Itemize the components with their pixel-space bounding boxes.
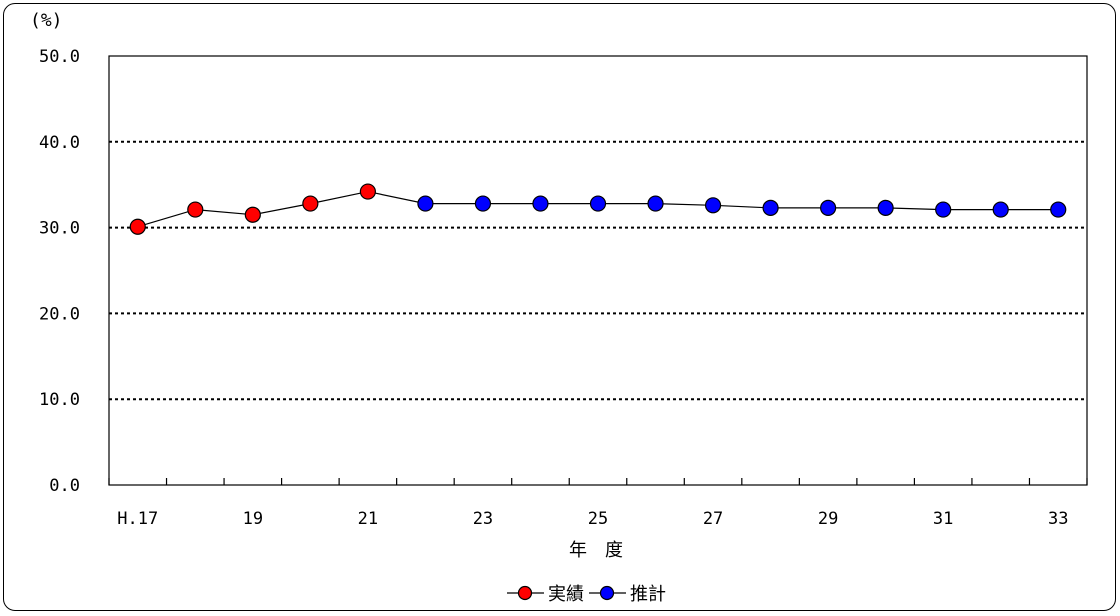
x-tick-labels: H.17 19 21 23 25 27 29 31 33 [117, 509, 1068, 529]
data-point-forecast [935, 201, 952, 218]
x-tick-label: H.17 [117, 509, 158, 529]
y-tick-labels: 0.0 10.0 20.0 30.0 40.0 50.0 [39, 47, 80, 496]
data-point-forecast [762, 199, 779, 216]
y-tick-label: 10.0 [39, 390, 80, 410]
y-tick-label: 50.0 [39, 47, 80, 67]
x-tick-label: 21 [358, 509, 378, 529]
y-tick-label: 0.0 [49, 476, 80, 496]
data-points [129, 183, 1067, 235]
plot-area [108, 55, 1088, 486]
x-tick-label: 29 [818, 509, 838, 529]
data-point-actual [302, 195, 319, 212]
legend-label-forecast: 推計 [630, 584, 666, 605]
x-tick-label: 31 [933, 509, 953, 529]
data-point-forecast [647, 195, 664, 212]
data-point-actual [187, 201, 204, 218]
data-point-forecast [820, 199, 837, 216]
x-tick-label: 19 [243, 509, 263, 529]
data-point-forecast [417, 195, 434, 212]
chart-frame [3, 3, 1116, 611]
legend-marker-forecast [599, 585, 615, 601]
data-point-forecast [704, 197, 722, 214]
data-point-actual [244, 206, 261, 223]
x-axis-title: 年 度 [569, 540, 623, 561]
x-tick-label: 33 [1048, 509, 1068, 529]
data-point-forecast [992, 201, 1009, 218]
y-tick-label: 40.0 [39, 133, 80, 153]
data-point-forecast [589, 195, 607, 212]
x-tick-label: 23 [473, 509, 493, 529]
x-tick-label: 25 [588, 509, 608, 529]
data-point-forecast [474, 195, 492, 212]
data-point-forecast [877, 199, 894, 216]
y-tick-label: 20.0 [39, 304, 80, 324]
legend: 実績 推計 [507, 584, 666, 605]
x-tick-label: 27 [703, 509, 723, 529]
y-tick-label: 30.0 [39, 219, 80, 239]
data-point-forecast [1050, 201, 1067, 218]
legend-marker-actual [517, 585, 533, 601]
data-point-forecast [532, 195, 549, 212]
data-point-actual [359, 183, 376, 200]
y-unit-label: (%) [30, 10, 63, 31]
axes [108, 55, 1088, 486]
data-point-actual [129, 218, 146, 235]
grid-lines [109, 140, 1087, 401]
legend-label-actual: 実績 [548, 584, 584, 605]
